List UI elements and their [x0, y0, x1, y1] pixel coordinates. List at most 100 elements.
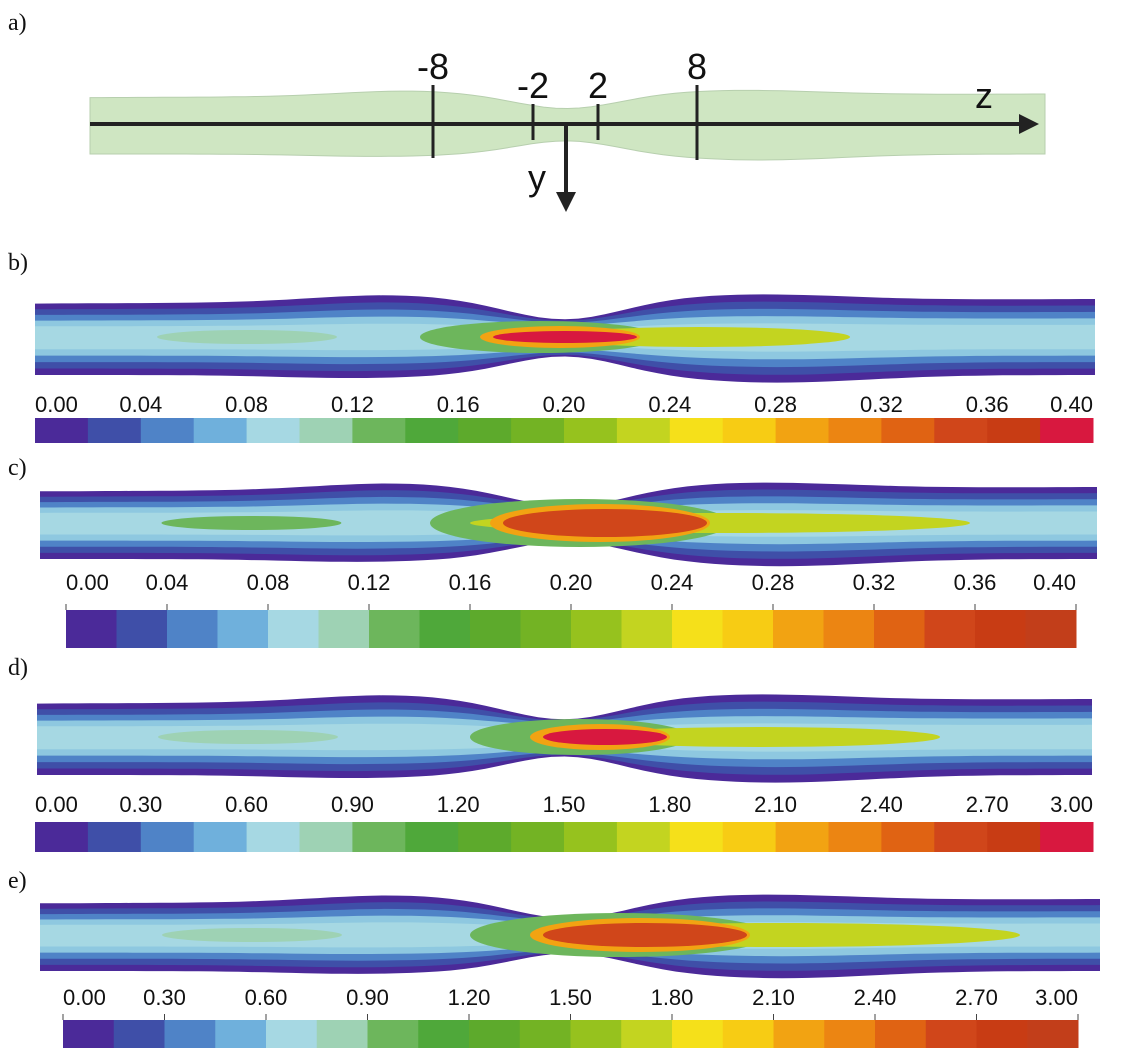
- contour-band: [543, 729, 667, 745]
- colorbar-swatch: [418, 1020, 469, 1048]
- colorbar-swatch: [881, 418, 934, 443]
- panel-label: d): [8, 655, 28, 681]
- section-label: 2: [588, 65, 608, 106]
- colorbar-tick-label: 0.24: [648, 392, 691, 417]
- colorbar-tick-label: 0.30: [119, 792, 162, 817]
- colorbar-swatch: [458, 418, 511, 443]
- colorbar-tick-label: 0.28: [754, 392, 797, 417]
- colorbar-tick-label: 0.60: [245, 985, 288, 1010]
- colorbar-swatch: [63, 1020, 114, 1048]
- colorbar-swatch: [114, 1020, 165, 1048]
- colorbar-swatch: [369, 610, 420, 648]
- colorbar-swatch: [987, 822, 1040, 852]
- colorbar-swatch: [723, 1020, 774, 1048]
- contour-band: [161, 516, 341, 530]
- colorbar-tick-label: 2.40: [860, 792, 903, 817]
- colorbar-tick-label: 0.08: [247, 570, 290, 595]
- colorbar-swatch: [247, 418, 300, 443]
- colorbar-swatch: [564, 822, 617, 852]
- colorbar-tick-label: 0.00: [35, 392, 78, 417]
- colorbar-swatch: [194, 822, 247, 852]
- panel-label: a): [8, 10, 27, 36]
- colorbar-tick-label: 0.32: [860, 392, 903, 417]
- colorbar-swatch: [420, 610, 471, 648]
- colorbar-tick-label: 1.50: [549, 985, 592, 1010]
- colorbar-swatch: [470, 610, 521, 648]
- figure: a)zy-8-228b)0.000.040.080.120.160.200.24…: [0, 0, 1132, 1048]
- colorbar-swatch: [218, 610, 269, 648]
- colorbar-tick-label: 3.00: [1035, 985, 1078, 1010]
- contour-band: [157, 330, 337, 344]
- colorbar-swatch: [875, 1020, 926, 1048]
- colorbar-swatch: [368, 1020, 419, 1048]
- colorbar-tick-label: 0.40: [1033, 570, 1076, 595]
- colorbar-tick-label: 0.30: [143, 985, 186, 1010]
- section-label: -2: [517, 65, 549, 106]
- colorbar-swatch: [1040, 822, 1093, 852]
- colorbar-tick-label: 0.24: [651, 570, 694, 595]
- colorbar-tick-label: 0.04: [146, 570, 189, 595]
- colorbar-swatch: [520, 1020, 571, 1048]
- colorbar-swatch: [723, 822, 776, 852]
- colorbar-swatch: [458, 822, 511, 852]
- axis-label: y: [528, 157, 546, 198]
- colorbar-swatch: [35, 822, 88, 852]
- colorbar-tick-label: 0.12: [331, 392, 374, 417]
- colorbar-tick-label: 0.16: [449, 570, 492, 595]
- colorbar-swatch: [774, 1020, 825, 1048]
- colorbar-swatch: [352, 822, 405, 852]
- colorbar-swatch: [215, 1020, 266, 1048]
- colorbar-swatch: [874, 610, 925, 648]
- colorbar-swatch: [300, 418, 353, 443]
- colorbar-tick-label: 2.70: [966, 792, 1009, 817]
- colorbar-swatch: [723, 418, 776, 443]
- colorbar-swatch: [88, 418, 141, 443]
- colorbar-swatch: [1026, 610, 1077, 648]
- colorbar-swatch: [672, 610, 723, 648]
- colorbar-swatch: [824, 610, 875, 648]
- axis-label: z: [975, 75, 993, 116]
- colorbar-tick-label: 0.60: [225, 792, 268, 817]
- colorbar-tick-label: 0.20: [543, 392, 586, 417]
- colorbar-tick-label: 3.00: [1050, 792, 1093, 817]
- colorbar-tick-label: 0.40: [1050, 392, 1093, 417]
- colorbar-swatch: [617, 418, 670, 443]
- colorbar-swatch: [266, 1020, 317, 1048]
- section-label: -8: [417, 46, 449, 87]
- colorbar-tick-label: 0.36: [966, 392, 1009, 417]
- panel-label: b): [8, 250, 28, 276]
- colorbar-swatch: [723, 610, 774, 648]
- colorbar-swatch: [571, 1020, 622, 1048]
- colorbar-tick-label: 0.00: [66, 570, 109, 595]
- colorbar-swatch: [141, 822, 194, 852]
- colorbar-swatch: [977, 1020, 1028, 1048]
- colorbar-tick-label: 2.10: [752, 985, 795, 1010]
- colorbar-tick-label: 0.28: [752, 570, 795, 595]
- colorbar-tick-label: 1.20: [448, 985, 491, 1010]
- colorbar-swatch: [469, 1020, 520, 1048]
- colorbar-swatch: [352, 418, 405, 443]
- colorbar-swatch: [167, 610, 218, 648]
- colorbar-swatch: [317, 1020, 368, 1048]
- colorbar-swatch: [300, 822, 353, 852]
- colorbar-swatch: [672, 1020, 723, 1048]
- colorbar-swatch: [934, 822, 987, 852]
- colorbar-tick-label: 2.40: [854, 985, 897, 1010]
- colorbar-swatch: [926, 1020, 977, 1048]
- colorbar-swatch: [824, 1020, 875, 1048]
- colorbar-swatch: [1027, 1020, 1078, 1048]
- colorbar-swatch: [975, 610, 1026, 648]
- colorbar-swatch: [776, 822, 829, 852]
- colorbar-swatch: [405, 822, 458, 852]
- colorbar-tick-label: 1.50: [543, 792, 586, 817]
- colorbar-swatch: [405, 418, 458, 443]
- colorbar-swatch: [829, 418, 882, 443]
- colorbar-swatch: [670, 418, 723, 443]
- panel-label: e): [8, 868, 27, 894]
- colorbar-swatch: [141, 418, 194, 443]
- colorbar-tick-label: 0.32: [853, 570, 896, 595]
- colorbar-tick-label: 0.00: [63, 985, 106, 1010]
- colorbar-swatch: [571, 610, 622, 648]
- contour-band: [503, 509, 707, 537]
- colorbar-swatch: [881, 822, 934, 852]
